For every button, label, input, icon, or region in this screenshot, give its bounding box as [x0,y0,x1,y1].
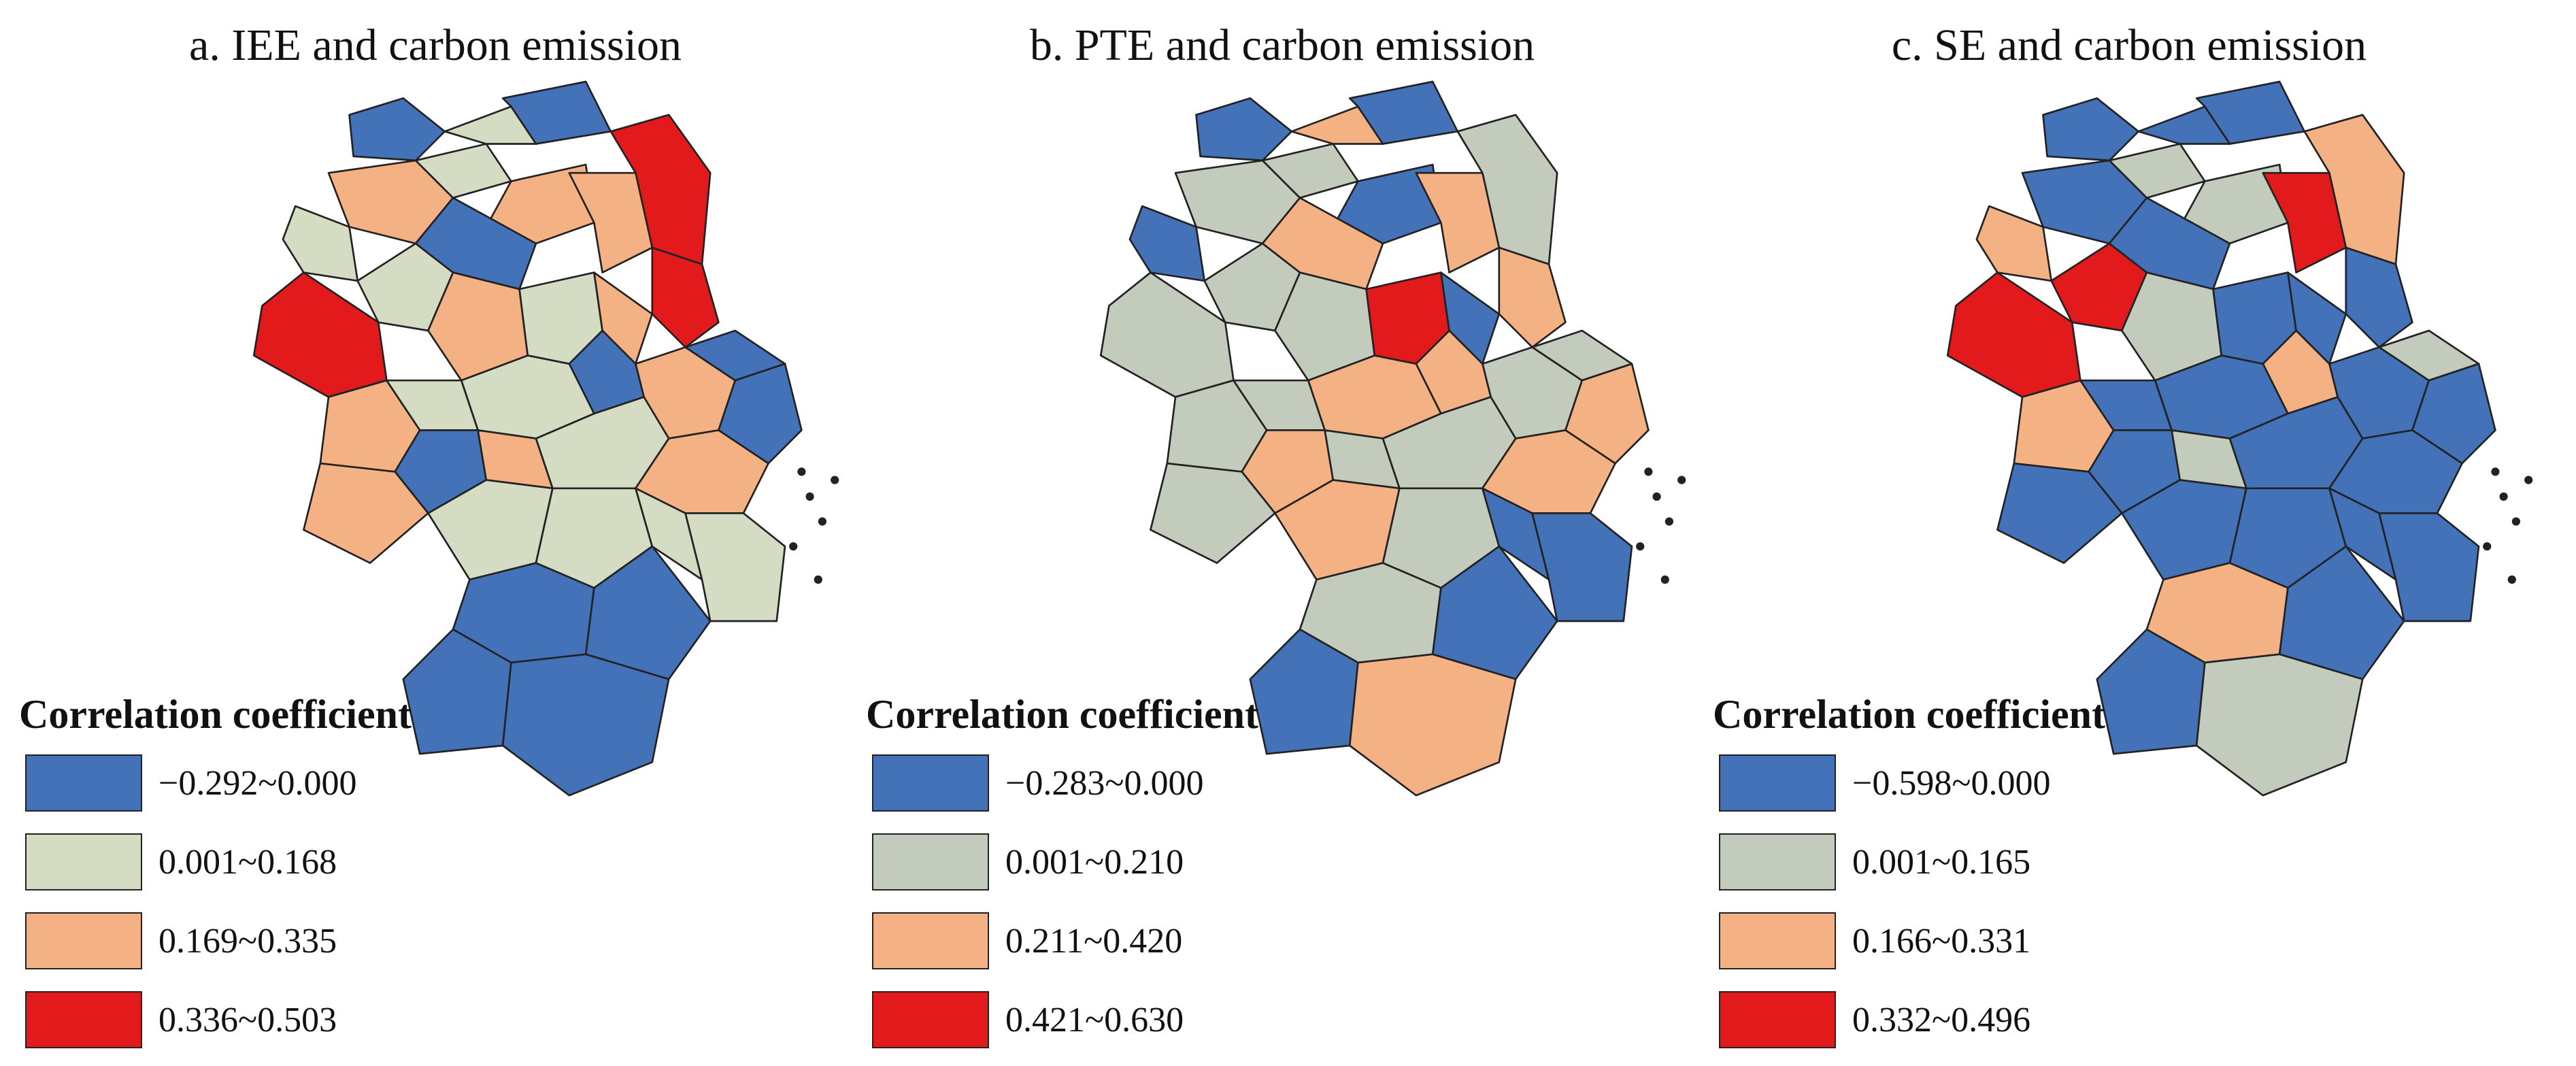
island-marker [2483,542,2492,551]
map-region [2195,80,2306,145]
island-marker [1644,467,1653,476]
island-marker [1665,517,1673,526]
map-region [651,246,720,348]
island-marker [831,476,839,484]
panel-a-iee: a. IEE and carbon emission Correlation c… [19,20,839,1048]
legend-swatch [25,833,142,890]
map-region [1498,246,1567,348]
legend-label: −0.598~0.000 [1852,764,2050,803]
choropleth-map [1946,80,2533,797]
island-marker [2511,517,2520,526]
island-marker [814,575,822,584]
island-marker [797,467,806,476]
legend-title: Correlation coefficient [19,692,412,737]
map-region [2195,653,2364,797]
panel-title: a. IEE and carbon emission [189,20,682,70]
legend-label: 0.336~0.503 [158,1001,337,1039]
legend: Correlation coefficient −0.292~0.000 0.001… [19,692,412,1048]
map-region [1195,97,1293,162]
legend-swatch [25,912,142,969]
panel-b-pte: b. PTE and carbon emission Correlation c… [866,20,1686,1048]
map-region [1996,462,2123,564]
island-marker [2524,476,2533,484]
choropleth-map [252,80,839,797]
legend: Correlation coefficient −0.283~0.000 0.001… [866,692,1258,1048]
legend-swatch [1719,754,1836,812]
legend-swatch [1719,991,1836,1048]
map-region [402,628,512,755]
island-marker [1677,476,1686,484]
island-marker [2499,492,2508,501]
island-marker [1636,542,1645,551]
map-region [1431,545,1558,680]
map-region [1975,205,2053,282]
map-region [568,171,654,273]
map-region [2262,171,2347,273]
map-region [303,462,429,564]
island-marker [1660,575,1669,584]
map-region [282,205,359,282]
map-region [1249,628,1359,755]
map-region [2096,628,2206,755]
legend-label: 0.001~0.165 [1852,843,2030,882]
map-region [501,653,670,797]
map-region [1415,171,1501,273]
legend-swatch [1719,833,1836,890]
legend-swatch [872,833,989,890]
legend-swatch [872,991,989,1048]
legend-label: 0.001~0.168 [158,843,337,882]
legend-label: 0.332~0.496 [1852,1001,2030,1039]
panel-title: b. PTE and carbon emission [1030,20,1535,70]
legend-label: −0.292~0.000 [158,764,356,803]
island-marker [805,492,814,501]
legend-label: 0.211~0.420 [1005,922,1182,961]
map-region [1531,512,1633,622]
choropleth-map [1099,80,1686,797]
legend-label: 0.421~0.630 [1005,1001,1184,1039]
map-region [1348,653,1517,797]
legend-label: 0.001~0.210 [1005,843,1184,882]
map-region [1150,462,1276,564]
legend: Correlation coefficient −0.598~0.000 0.001… [1713,692,2105,1048]
legend-title: Correlation coefficient [866,692,1258,737]
map-region [2278,545,2405,680]
legend-label: −0.283~0.000 [1005,764,1203,803]
panel-title: c. SE and carbon emission [1892,20,2366,70]
legend-swatch [872,754,989,812]
legend-swatch [25,754,142,812]
legend-swatch [872,912,989,969]
legend-label: 0.166~0.331 [1852,922,2030,961]
map-region [1128,205,1206,282]
map-region [684,512,786,622]
island-marker [1652,492,1661,501]
island-marker [789,542,798,551]
island-marker [2507,575,2516,584]
legend-swatch [25,991,142,1048]
map-region [2378,512,2480,622]
map-region [348,97,446,162]
island-marker [818,517,826,526]
legend-label: 0.169~0.335 [158,922,337,961]
panel-c-se: c. SE and carbon emission Correlation co… [1713,20,2533,1048]
map-region [1348,80,1459,145]
legend-title: Correlation coefficient [1713,692,2105,737]
map-region [501,80,612,145]
map-region [2042,97,2140,162]
map-region [584,545,712,680]
map-region [2345,246,2413,348]
island-marker [2491,467,2500,476]
legend-swatch [1719,912,1836,969]
